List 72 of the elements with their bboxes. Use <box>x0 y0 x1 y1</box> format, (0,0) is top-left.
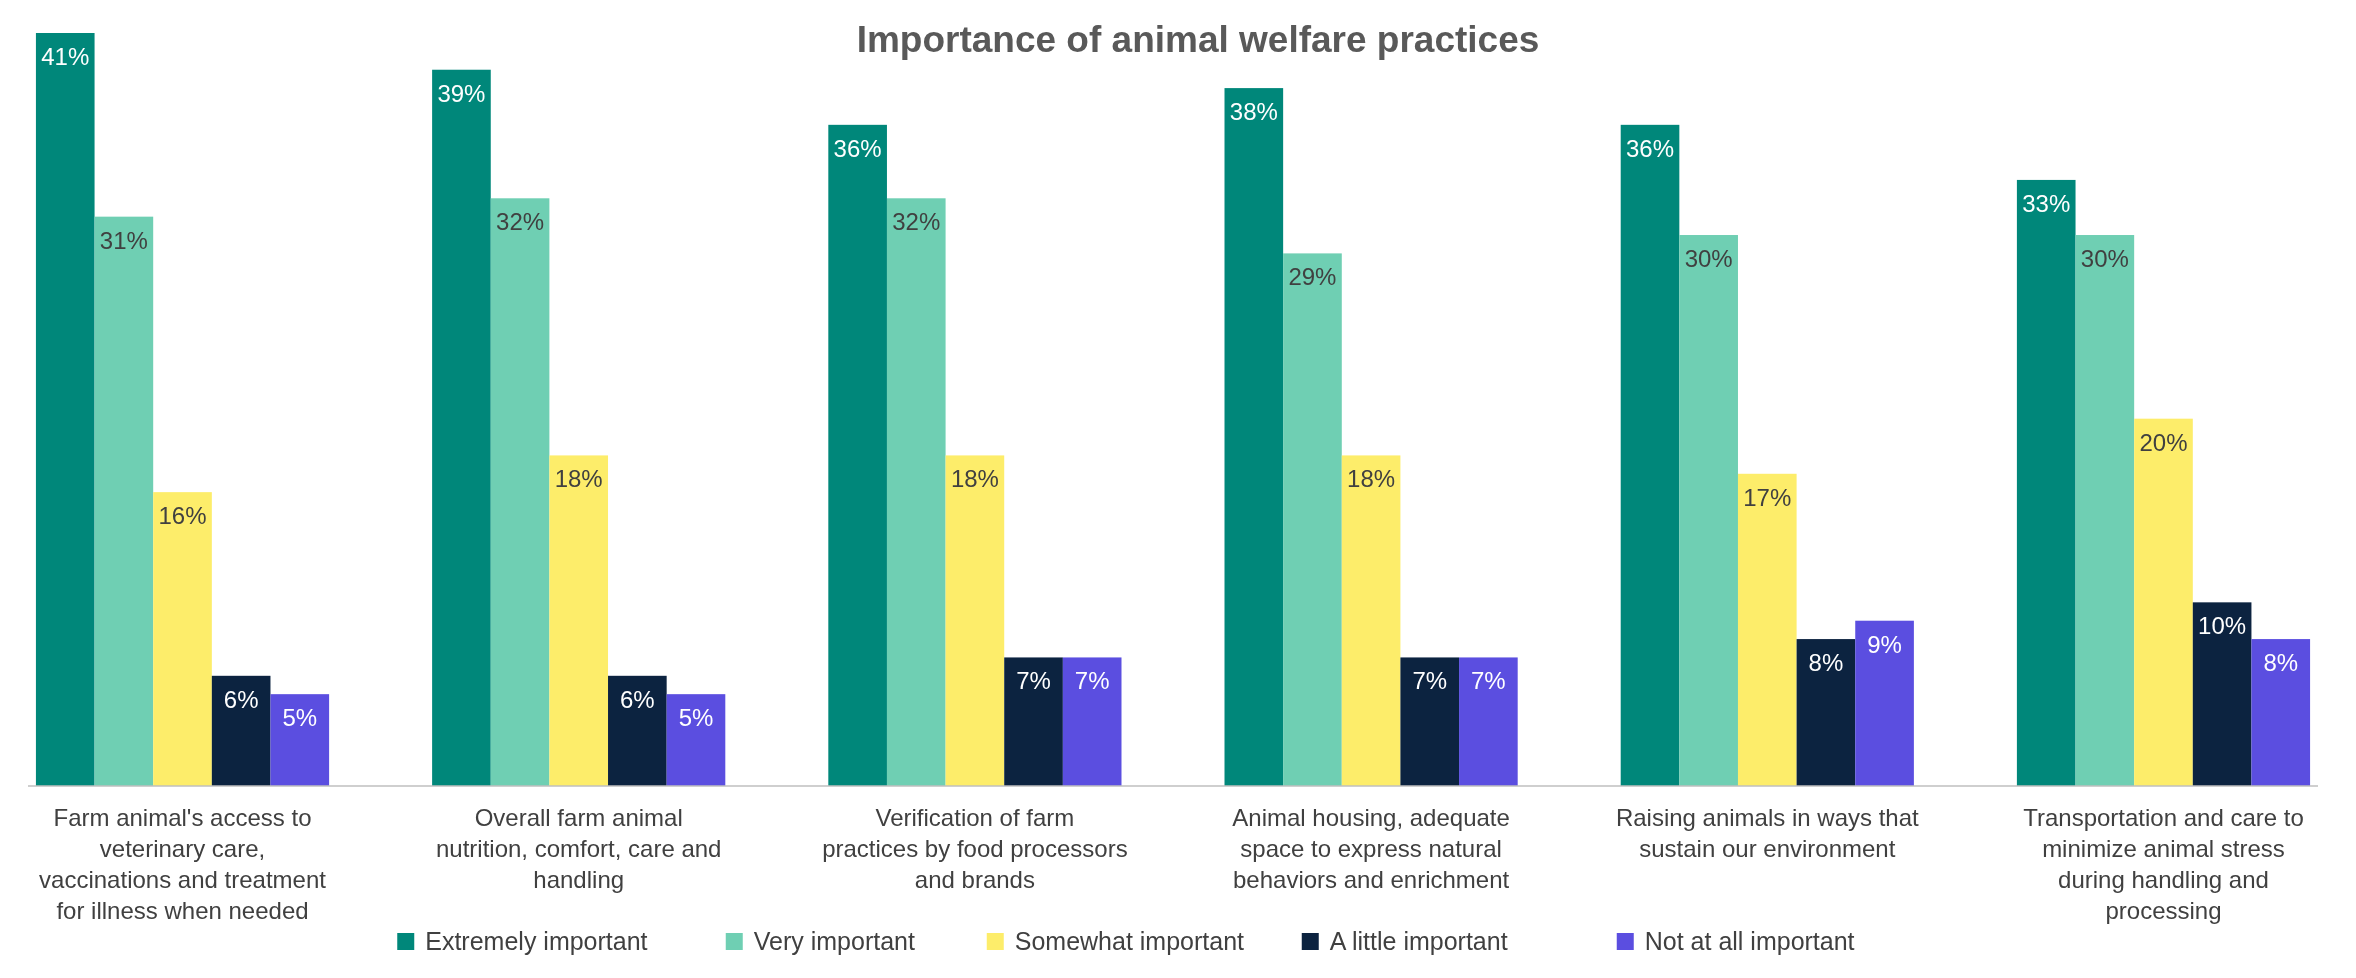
bar <box>2192 602 2252 786</box>
x-tick-label: Transportation and care to minimize animal stress during handling and processing <box>2023 804 2304 924</box>
legend-label: A little important <box>1329 927 1508 955</box>
data-label: 30% <box>2080 245 2129 273</box>
bar <box>1855 620 1914 786</box>
legend-label: Extremely important <box>425 927 648 955</box>
bar <box>549 455 609 786</box>
bar <box>2016 179 2076 786</box>
bar <box>828 124 887 786</box>
x-tick-label: Farm animal's access to veterinary care, vaccinations and treatment for illness when needed <box>39 804 327 924</box>
x-tick-label: Animal housing, adequate space to express natural behaviors and enrichment <box>1232 804 1510 893</box>
data-label: 7% <box>1412 667 1448 695</box>
bar <box>1004 657 1063 786</box>
data-label: 32% <box>892 208 941 236</box>
bar <box>1224 88 1284 786</box>
data-label: 7% <box>1016 667 1051 695</box>
data-label: 30% <box>1684 245 1733 273</box>
bar <box>2251 639 2311 786</box>
legend-label: Very important <box>753 927 915 955</box>
data-label: 8% <box>1808 649 1844 677</box>
bar <box>1459 657 1518 786</box>
bar <box>35 33 95 786</box>
bar <box>211 675 271 786</box>
data-label: 16% <box>158 502 207 530</box>
data-label: 5% <box>678 704 714 732</box>
data-label: 41% <box>41 43 90 70</box>
data-label: 7% <box>1471 667 1506 695</box>
chart-title: Importance of animal welfare practices <box>856 19 1540 60</box>
data-label: 9% <box>1867 630 1902 658</box>
data-label: 32% <box>496 208 545 236</box>
bar <box>1737 473 1797 786</box>
bar <box>1341 455 1401 786</box>
bar <box>608 675 667 786</box>
data-label: 17% <box>1743 483 1792 511</box>
data-label: 20% <box>2139 428 2188 456</box>
bar <box>270 694 330 786</box>
bar <box>666 694 726 786</box>
data-label: 6% <box>620 685 655 713</box>
data-label: 38% <box>1229 98 1278 126</box>
data-label: 36% <box>1625 134 1675 162</box>
bar <box>1062 657 1122 786</box>
x-tick-label: Raising animals in ways that sustain our environment <box>1615 804 1920 862</box>
x-tick-label: Overall farm animal nutrition, comfort, care and handling <box>435 804 722 893</box>
bar <box>432 69 491 786</box>
data-label: 8% <box>2263 649 2299 677</box>
bar <box>1283 253 1342 786</box>
data-label: 10% <box>2198 612 2247 640</box>
data-label: 18% <box>554 465 603 493</box>
bar <box>945 455 1005 786</box>
bar <box>1400 657 1460 786</box>
bar <box>1796 639 1856 786</box>
legend-label: Not at all important <box>1644 927 1855 955</box>
data-label: 6% <box>223 685 259 713</box>
bar <box>490 198 550 786</box>
data-label: 18% <box>1347 465 1396 493</box>
bar <box>153 492 212 786</box>
bar <box>94 216 154 786</box>
x-tick-label: Verification of farm practices by food processors and brands <box>822 804 1128 893</box>
data-label: 5% <box>282 704 318 732</box>
data-label: 36% <box>833 134 882 162</box>
data-label: 33% <box>2022 189 2071 217</box>
bar <box>1620 124 1680 786</box>
data-label: 18% <box>950 465 999 493</box>
bar <box>1679 235 1738 786</box>
data-label: 29% <box>1288 263 1337 291</box>
bar <box>2075 235 2135 786</box>
data-label: 39% <box>437 79 486 107</box>
legend-label: Somewhat important <box>1014 927 1245 955</box>
data-label: 7% <box>1074 667 1110 695</box>
bar <box>886 198 946 786</box>
bar <box>2134 418 2193 786</box>
data-label: 31% <box>99 226 148 254</box>
